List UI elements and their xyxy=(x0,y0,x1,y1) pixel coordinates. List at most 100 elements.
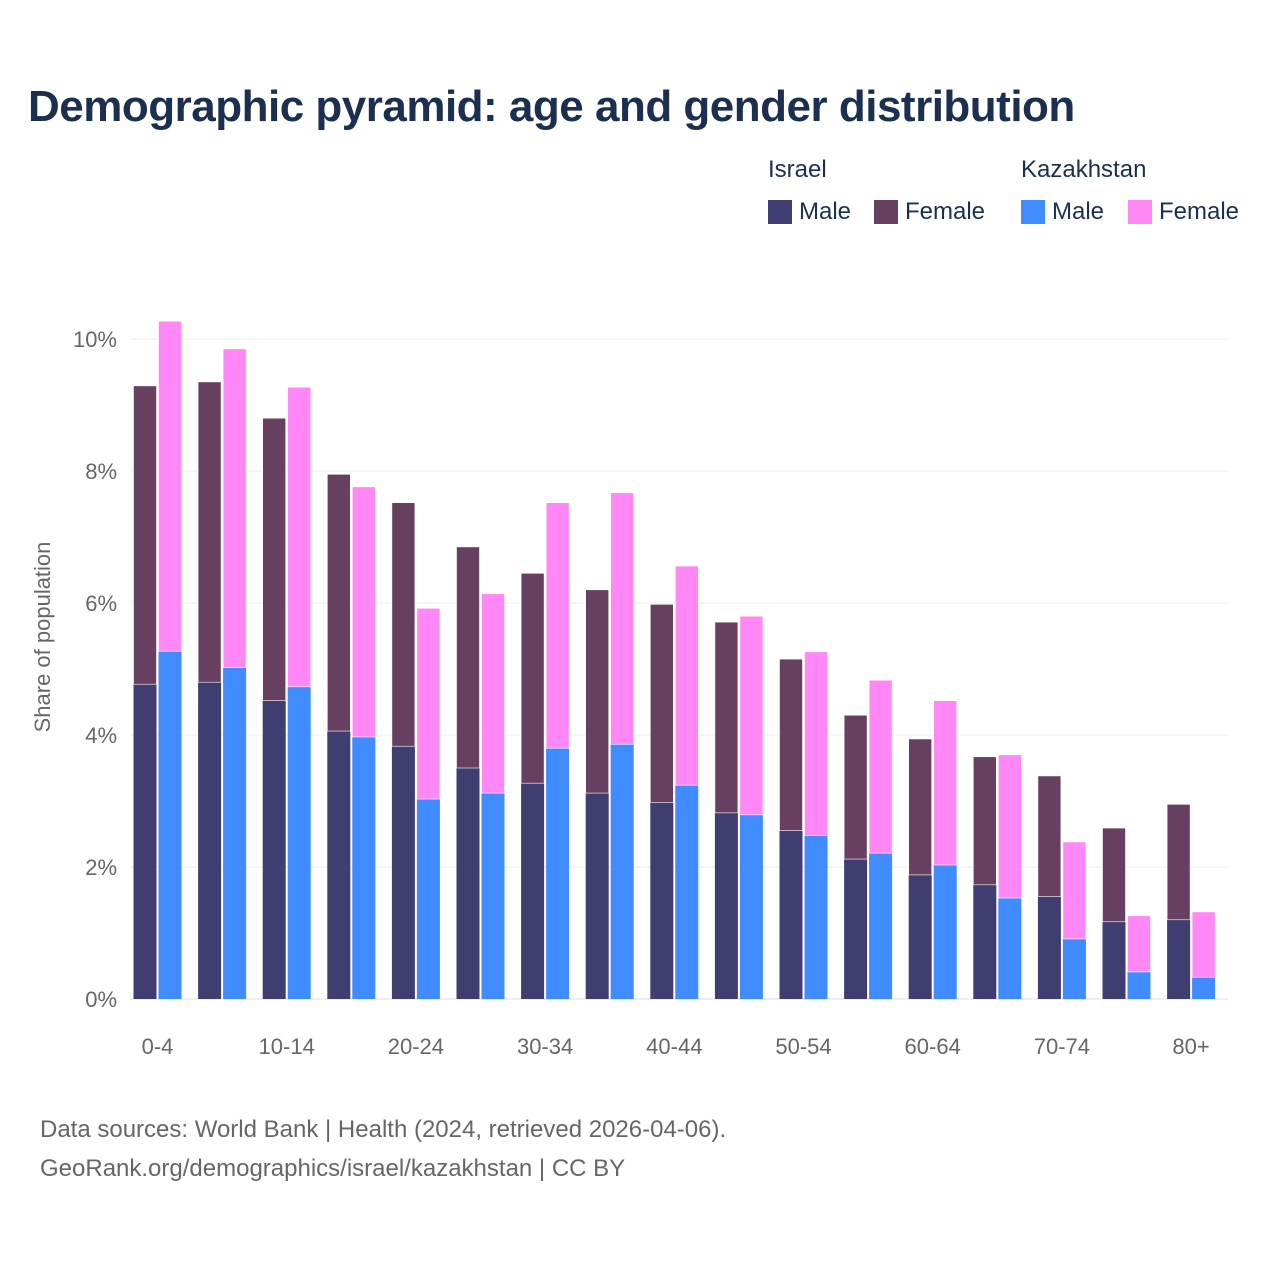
bar-israel-male xyxy=(908,874,932,999)
x-tick-label: 60-64 xyxy=(905,1034,961,1059)
x-tick-label: 50-54 xyxy=(775,1034,831,1059)
y-tick-label: 0% xyxy=(85,987,117,1012)
legend-group-israel: Israel xyxy=(768,156,827,183)
bar-kazakhstan-male xyxy=(223,667,247,999)
legend-label: Male xyxy=(1052,198,1105,225)
bar-israel-female xyxy=(908,738,933,876)
x-tick-label: 20-24 xyxy=(388,1034,444,1059)
bar-kazakhstan-male xyxy=(481,793,505,999)
bar-israel-male xyxy=(198,682,222,999)
bar-kazakhstan-male xyxy=(1062,938,1086,999)
bar-israel-male xyxy=(1037,896,1061,999)
bar-kazakhstan-male xyxy=(869,853,893,999)
x-tick-label: 80+ xyxy=(1172,1034,1209,1059)
bar-israel-male xyxy=(1102,921,1126,999)
bar-israel-female xyxy=(779,658,803,831)
y-tick-label: 10% xyxy=(73,327,117,352)
legend-group-kazakhstan: Kazakhstan xyxy=(1021,156,1147,183)
legend-kazakhstan-female[interactable]: Female xyxy=(1128,198,1239,226)
legend-label: Female xyxy=(1159,198,1240,225)
bar-kazakhstan-male xyxy=(158,651,182,999)
legend-label: Female xyxy=(905,198,986,225)
bar-kazakhstan-female xyxy=(287,386,312,688)
bar-kazakhstan-female xyxy=(997,754,1022,899)
bar-israel-male xyxy=(391,746,415,999)
bar-israel-male xyxy=(1167,919,1191,999)
source-line-2: GeoRank.org/demographics/israel/kazakhst… xyxy=(40,1155,626,1182)
source-line-1: Data sources: World Bank | Health (2024,… xyxy=(40,1116,727,1143)
bar-kazakhstan-female xyxy=(1191,911,1216,978)
bar-israel-female xyxy=(391,502,416,747)
bar-israel-male xyxy=(844,859,868,999)
bar-israel-female xyxy=(456,546,480,769)
bar-kazakhstan-male xyxy=(1192,977,1216,999)
legend-swatch xyxy=(768,200,792,224)
bar-kazakhstan-female xyxy=(481,593,505,794)
x-tick-label: 70-74 xyxy=(1034,1034,1090,1059)
bar-kazakhstan-male xyxy=(287,686,311,999)
x-tick-label: 40-44 xyxy=(646,1034,702,1059)
legend-israel-male[interactable]: Male xyxy=(768,198,851,226)
bar-israel-female xyxy=(843,714,868,860)
bar-kazakhstan-female xyxy=(222,348,247,668)
legend-israel-female[interactable]: Female xyxy=(874,198,985,226)
bar-israel-female xyxy=(326,473,351,732)
bar-kazakhstan-female xyxy=(674,565,699,786)
bar-israel-male xyxy=(714,812,738,999)
x-tick-label: 30-34 xyxy=(517,1034,573,1059)
bar-kazakhstan-female xyxy=(351,486,376,738)
bar-israel-male xyxy=(779,830,803,999)
bar-kazakhstan-male xyxy=(804,835,828,999)
y-tick-label: 8% xyxy=(85,459,117,484)
bar-israel-female xyxy=(520,572,545,784)
bar-israel-male xyxy=(973,884,997,999)
bar-israel-female xyxy=(133,385,157,685)
bar-kazakhstan-female xyxy=(1062,841,1087,940)
legend-swatch xyxy=(1128,200,1152,224)
bar-israel-female xyxy=(585,589,610,794)
bar-kazakhstan-female xyxy=(868,679,893,854)
bar-israel-female xyxy=(1037,775,1062,897)
y-tick-label: 4% xyxy=(85,723,117,748)
bar-israel-male xyxy=(521,783,545,999)
bar-kazakhstan-male xyxy=(352,736,376,999)
bar-israel-male xyxy=(650,802,674,999)
bar-israel-male xyxy=(133,684,157,999)
bar-kazakhstan-male xyxy=(546,748,570,999)
y-tick-label: 2% xyxy=(85,855,117,880)
bar-israel-male xyxy=(262,700,286,999)
bar-kazakhstan-female xyxy=(416,607,441,800)
chart-title: Demographic pyramid: age and gender dist… xyxy=(28,82,1075,131)
legend-swatch xyxy=(874,200,898,224)
bar-kazakhstan-female xyxy=(1127,915,1151,973)
bar-israel-female xyxy=(262,417,287,701)
bar-kazakhstan-female xyxy=(158,320,182,652)
bar-israel-female xyxy=(1102,827,1126,923)
bar-israel-female xyxy=(197,381,222,683)
bar-kazakhstan-male xyxy=(675,785,699,999)
legend-kazakhstan-male[interactable]: Male xyxy=(1021,198,1104,226)
bar-israel-female xyxy=(972,756,997,886)
bar-kazakhstan-male xyxy=(610,744,634,999)
bar-kazakhstan-female xyxy=(804,651,828,836)
bar-israel-male xyxy=(585,793,609,999)
bar-israel-male xyxy=(456,768,480,999)
bar-kazakhstan-male xyxy=(416,799,440,999)
bar-israel-female xyxy=(714,621,739,814)
x-tick-label: 10-14 xyxy=(259,1034,315,1059)
bar-kazakhstan-male xyxy=(933,865,957,999)
y-tick-label: 6% xyxy=(85,591,117,616)
bar-israel-female xyxy=(1166,803,1191,921)
bar-kazakhstan-female xyxy=(545,502,570,749)
bar-israel-male xyxy=(327,731,351,999)
legend-label: Male xyxy=(799,198,852,225)
bar-kazakhstan-male xyxy=(998,898,1022,999)
bar-israel-female xyxy=(649,604,674,803)
bar-kazakhstan-male xyxy=(1127,971,1151,999)
bar-kazakhstan-female xyxy=(739,615,764,816)
bar-kazakhstan-male xyxy=(739,814,763,999)
bar-kazakhstan-female xyxy=(610,492,635,745)
y-axis-label: Share of population xyxy=(30,542,55,733)
x-tick-label: 0-4 xyxy=(142,1034,174,1059)
